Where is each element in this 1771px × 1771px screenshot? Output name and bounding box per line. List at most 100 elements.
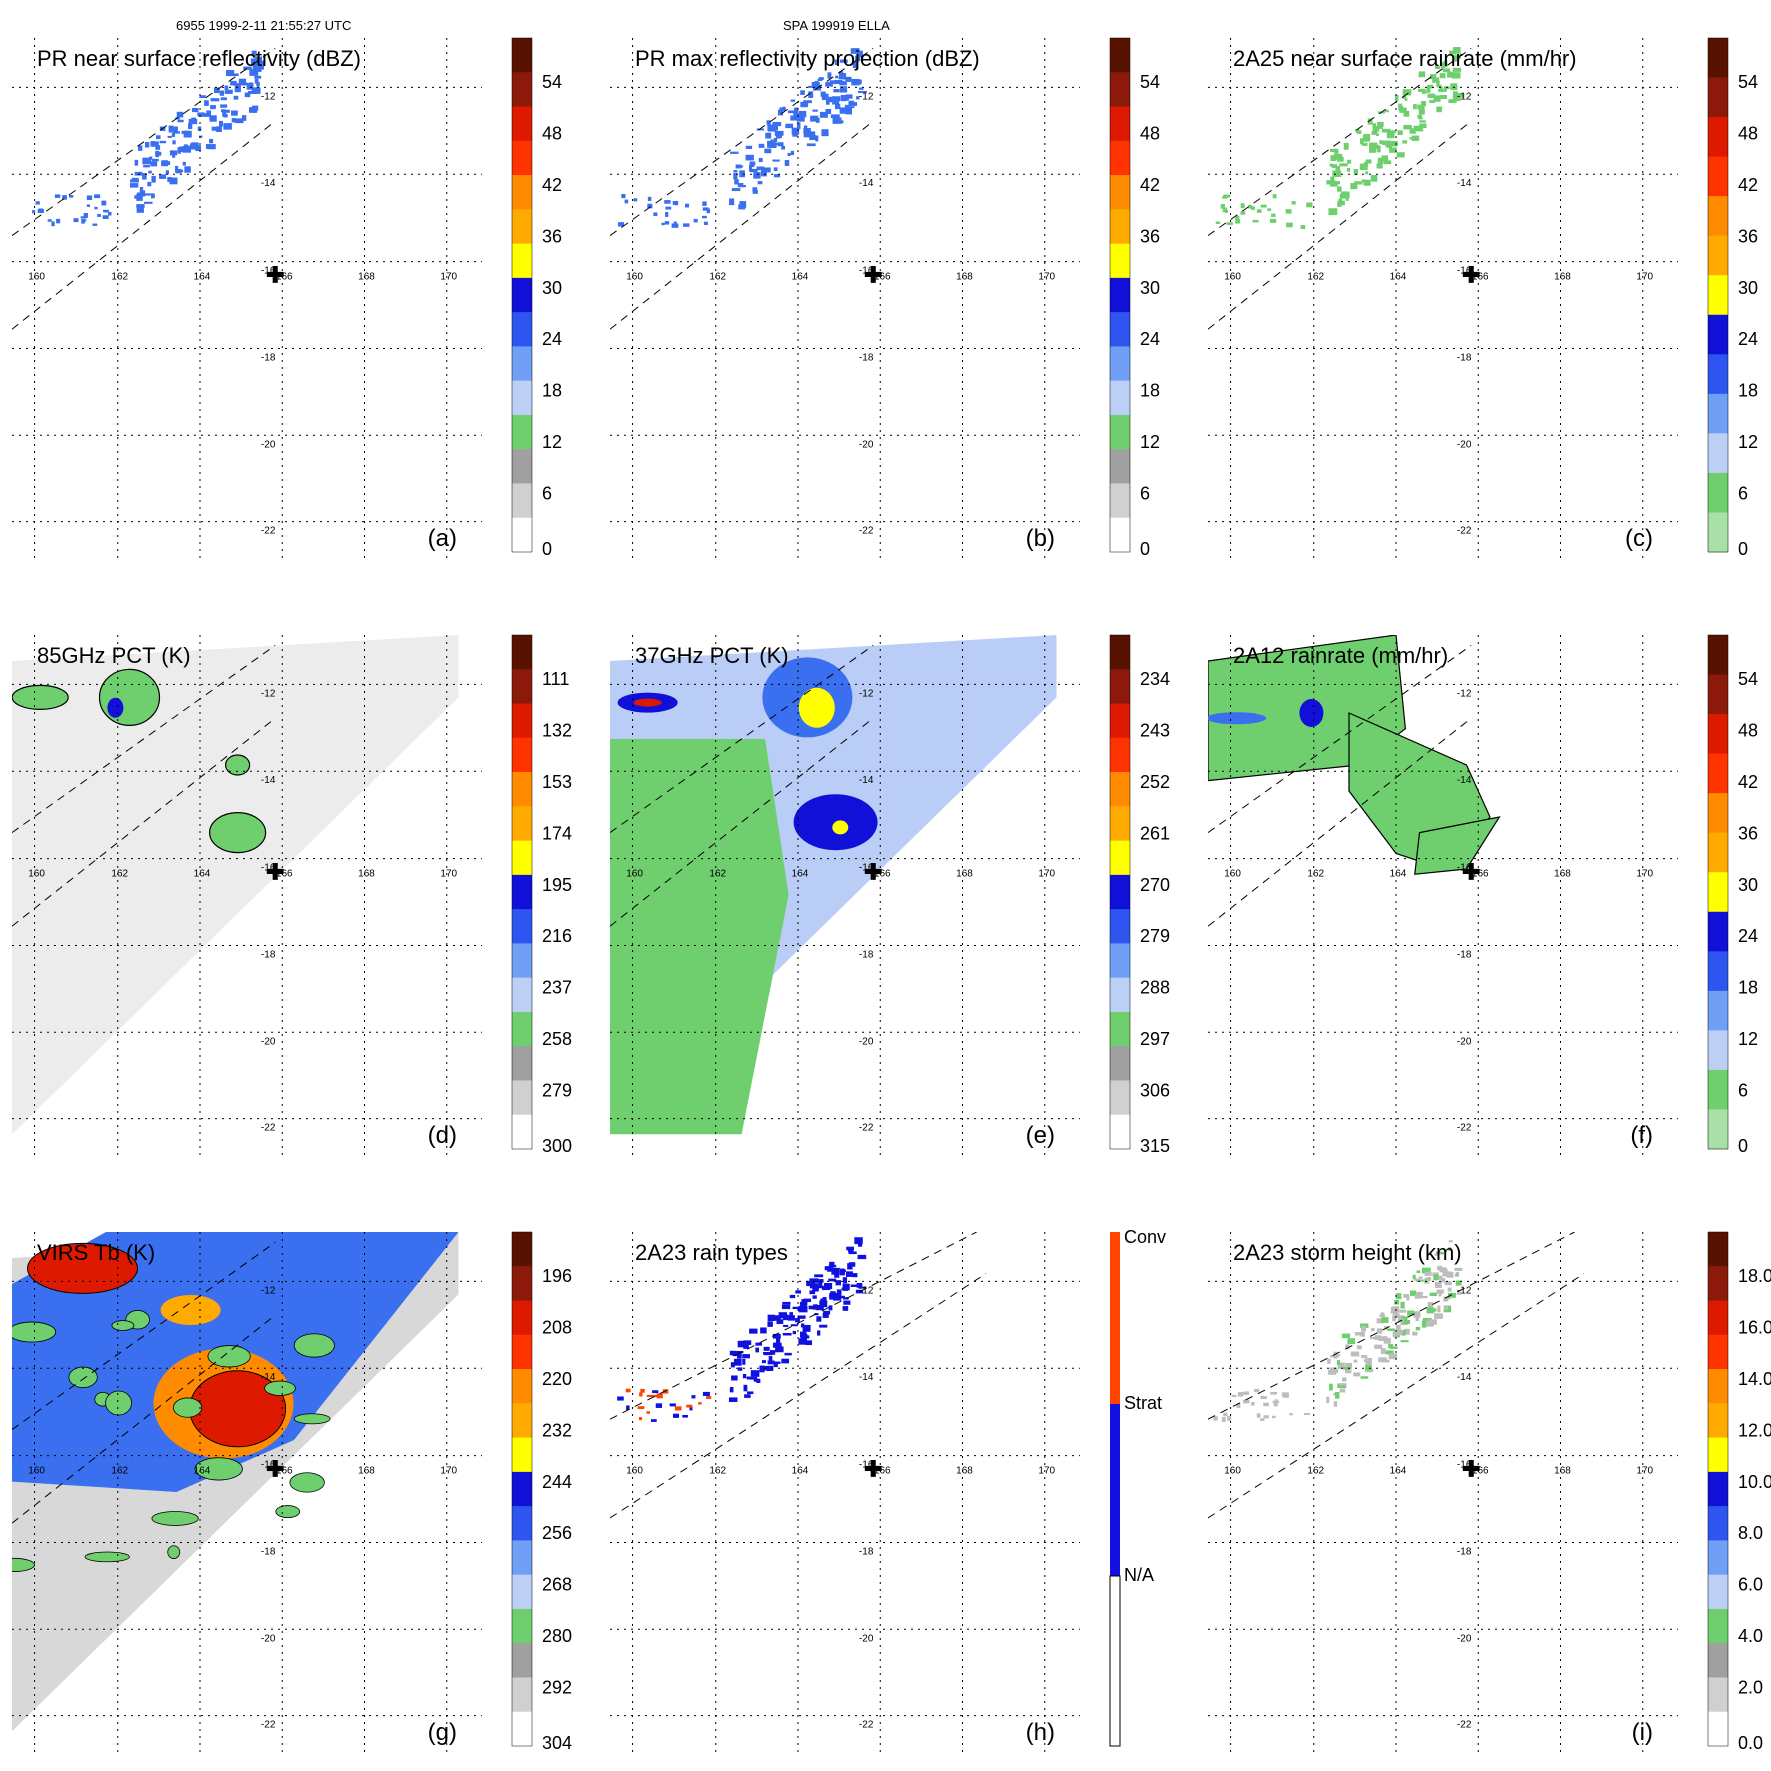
colorbar-label: 268 — [542, 1575, 572, 1595]
lat-label: -20 — [859, 1036, 874, 1047]
echo-49 — [1434, 1253, 1439, 1256]
echo-93 — [1419, 1295, 1428, 1299]
echo-w-14 — [646, 1411, 650, 1414]
echo-132 — [779, 107, 786, 112]
echo-104 — [1344, 1369, 1352, 1374]
echo-46 — [752, 187, 758, 192]
colorbar-label: 42 — [1738, 175, 1758, 195]
colorbar-frame — [511, 1231, 533, 1747]
lat-label: -22 — [261, 1123, 276, 1134]
echo-49 — [156, 135, 161, 140]
colorbar-swatch-3 — [1708, 156, 1728, 197]
echo-97 — [760, 170, 767, 177]
echo-77 — [757, 181, 763, 185]
echo-45 — [1449, 50, 1457, 55]
colorbar-swatch-5 — [512, 1403, 532, 1439]
echo-132 — [1416, 1270, 1421, 1274]
band-cell — [1208, 712, 1267, 725]
panel-label: (c) — [1625, 525, 1653, 552]
lat-label: -14 — [859, 178, 874, 189]
lon-label: 168 — [1554, 869, 1571, 880]
colorbar-label: 270 — [1140, 875, 1170, 895]
echo-133 — [738, 204, 746, 210]
echo-69 — [257, 60, 263, 66]
echo-105 — [167, 135, 172, 138]
echo-w-5 — [691, 1395, 696, 1399]
echo-138 — [1388, 1343, 1394, 1348]
lat-label: -18 — [1457, 352, 1472, 363]
echo-31 — [1417, 114, 1423, 119]
colorbar-swatch-9 — [1110, 346, 1130, 382]
colorbar-label: 54 — [1738, 669, 1758, 689]
echo-w-19 — [1223, 1412, 1228, 1417]
echo-73 — [238, 78, 247, 86]
echo-102 — [1336, 1360, 1340, 1365]
echo-64 — [1421, 101, 1427, 107]
lon-label: 162 — [111, 869, 128, 880]
echo-w-11 — [102, 215, 109, 219]
echo-w-24 — [37, 208, 44, 214]
lat-label: -18 — [261, 1546, 276, 1557]
echo-129 — [155, 145, 161, 150]
colorbar-label: 234 — [1140, 669, 1170, 689]
echo-133 — [1425, 1279, 1430, 1284]
lat-label: -12 — [261, 91, 276, 102]
echo-76 — [839, 86, 848, 93]
echo-117 — [745, 154, 754, 161]
echo-50 — [797, 1315, 806, 1319]
echo-0 — [1427, 93, 1436, 98]
colorbar-swatch-9 — [512, 1540, 532, 1576]
colorbar-label: 4.0 — [1738, 1626, 1763, 1646]
echo-112 — [1454, 1274, 1459, 1277]
echo-w-24 — [662, 1389, 669, 1394]
hot-spot — [798, 687, 835, 728]
echo-w-23 — [108, 211, 112, 216]
echo-130 — [177, 147, 181, 154]
colorbar-swatch-9 — [1708, 1540, 1728, 1576]
echo-10 — [179, 146, 185, 153]
colorbar-b: 54 48 42 36 30 24 18 12 6 0 — [1109, 37, 1160, 559]
echo-29 — [809, 135, 817, 141]
echo-113 — [167, 176, 172, 182]
colorbar-swatch-13 — [1708, 1677, 1728, 1713]
echo-123 — [251, 105, 259, 111]
echo-74 — [1359, 138, 1364, 145]
colorbar-swatch-12 — [1110, 449, 1130, 484]
echo-54 — [845, 1271, 853, 1277]
echo-45 — [778, 1312, 788, 1319]
echo-w-3 — [1260, 204, 1267, 208]
colorbar-label: 111 — [542, 669, 569, 689]
colorbar-swatch-7 — [1708, 314, 1728, 355]
echo-135 — [151, 193, 155, 199]
echo-w-1 — [646, 1394, 654, 1398]
echo-24 — [165, 170, 169, 175]
echo-66 — [809, 1278, 819, 1283]
echo-105 — [1450, 83, 1458, 91]
colorbar-swatch-4 — [512, 772, 532, 807]
echo-4 — [755, 1347, 760, 1353]
colorbar-label: 16.0 — [1738, 1318, 1771, 1338]
lat-label: -22 — [261, 526, 276, 537]
echo-59 — [1417, 88, 1426, 92]
echo-w-11 — [706, 208, 711, 214]
echo-23 — [744, 1394, 751, 1398]
echo-107 — [739, 170, 745, 178]
echo-w-0 — [639, 1392, 643, 1397]
echo-58 — [1333, 1401, 1338, 1407]
colorbar-label: 36 — [1738, 823, 1758, 843]
echo-109 — [1434, 1282, 1442, 1288]
echo-41 — [835, 103, 841, 110]
echo-66 — [846, 108, 852, 111]
colorbar-f: 54 48 42 36 30 24 18 12 6 0 — [1707, 634, 1758, 1156]
echo-94 — [1392, 1331, 1397, 1337]
echo-2 — [783, 1324, 789, 1328]
echo-65 — [772, 1361, 781, 1364]
echo-w-1 — [1243, 1399, 1250, 1404]
swath-edge-0 — [1208, 1232, 1575, 1420]
echo-92 — [139, 190, 146, 197]
echo-w-15 — [1272, 194, 1277, 199]
echo-36 — [1402, 95, 1407, 99]
panel-title: 37GHz PCT (K) — [635, 643, 789, 668]
warm-cell-14 — [264, 1380, 296, 1396]
echo-w-9 — [672, 201, 676, 205]
